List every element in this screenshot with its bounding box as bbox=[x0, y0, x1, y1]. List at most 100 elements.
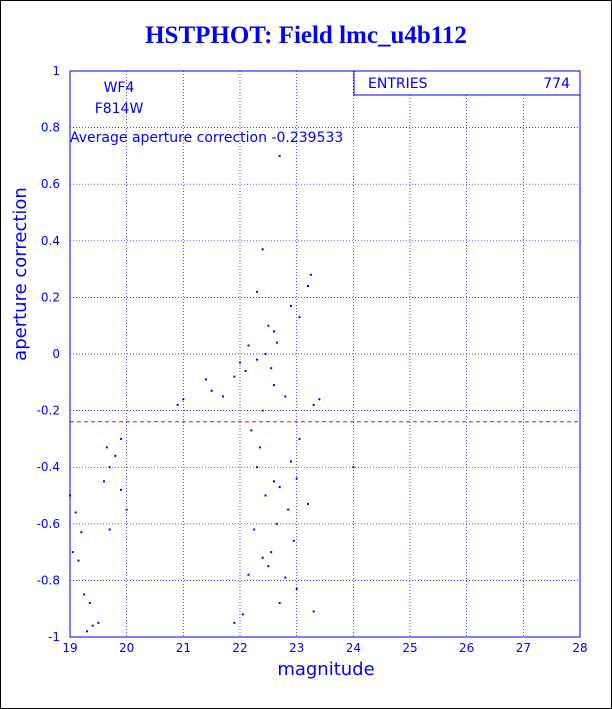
data-point bbox=[250, 429, 253, 432]
y-tick-label: 0.4 bbox=[41, 234, 60, 248]
x-tick-label: 19 bbox=[62, 641, 77, 655]
chip-label: WF4 bbox=[104, 80, 135, 96]
plot-area bbox=[69, 70, 581, 638]
data-point bbox=[267, 565, 270, 568]
data-point bbox=[261, 556, 264, 559]
data-point bbox=[275, 522, 278, 525]
data-point bbox=[69, 494, 71, 497]
data-point bbox=[105, 446, 108, 449]
data-point bbox=[273, 384, 275, 387]
data-point bbox=[298, 437, 301, 440]
data-point bbox=[222, 395, 224, 398]
data-point bbox=[278, 486, 281, 489]
data-point bbox=[264, 494, 267, 497]
data-point bbox=[309, 273, 312, 276]
data-point bbox=[264, 353, 267, 355]
data-point bbox=[253, 528, 256, 531]
data-point bbox=[318, 398, 321, 401]
data-point bbox=[108, 466, 111, 469]
data-point bbox=[295, 477, 298, 480]
data-point bbox=[74, 511, 77, 514]
average-annotation: Average aperture correction -0.239533 bbox=[70, 130, 343, 146]
data-point bbox=[256, 290, 258, 293]
data-point bbox=[278, 154, 281, 157]
data-point bbox=[233, 375, 236, 378]
y-tick-label: 0.8 bbox=[41, 121, 60, 135]
data-point bbox=[290, 304, 292, 307]
data-point bbox=[270, 551, 273, 554]
data-point bbox=[239, 361, 241, 364]
y-tick-label: -0.2 bbox=[37, 404, 60, 418]
data-point bbox=[261, 409, 264, 412]
data-point bbox=[307, 502, 309, 505]
data-point bbox=[244, 369, 247, 372]
y-tick-label: 1 bbox=[52, 64, 60, 78]
entries-value: 774 bbox=[543, 76, 570, 92]
data-point bbox=[233, 621, 236, 624]
data-point bbox=[205, 378, 207, 381]
entries-label: ENTRIES bbox=[368, 76, 428, 92]
x-tick-label: 22 bbox=[232, 641, 247, 655]
data-point bbox=[247, 344, 250, 347]
data-point bbox=[125, 508, 128, 511]
y-tick-label: 0.2 bbox=[41, 290, 60, 304]
data-point bbox=[284, 395, 287, 398]
data-point bbox=[298, 316, 301, 319]
data-point bbox=[258, 446, 261, 449]
data-point bbox=[267, 324, 270, 327]
data-point bbox=[120, 437, 122, 440]
data-point bbox=[284, 576, 287, 579]
stats-box bbox=[353, 70, 581, 96]
data-point bbox=[278, 602, 281, 605]
x-tick-label: 27 bbox=[516, 641, 531, 655]
y-tick-label: 0.6 bbox=[41, 177, 60, 191]
data-point bbox=[256, 466, 258, 469]
x-axis-title: magnitude bbox=[277, 659, 374, 680]
data-point bbox=[292, 539, 295, 542]
data-point bbox=[295, 587, 298, 590]
data-point bbox=[71, 551, 74, 554]
x-tick-label: 25 bbox=[402, 641, 417, 655]
data-point bbox=[77, 559, 80, 562]
x-tick-label: 21 bbox=[176, 641, 191, 655]
data-point bbox=[83, 593, 86, 596]
y-tick-label: -1 bbox=[48, 630, 60, 644]
y-tick-label: -0.4 bbox=[37, 460, 60, 474]
data-point bbox=[312, 403, 315, 406]
x-tick-label: 28 bbox=[572, 641, 587, 655]
grid bbox=[69, 70, 581, 638]
data-point bbox=[86, 630, 88, 633]
data-point bbox=[88, 602, 91, 605]
data-point bbox=[307, 285, 309, 288]
x-tick-label: 24 bbox=[346, 641, 361, 655]
data-point bbox=[273, 330, 275, 333]
y-tick-label: -0.6 bbox=[37, 517, 60, 531]
filter-label: F814W bbox=[95, 101, 144, 117]
data-point bbox=[114, 454, 117, 457]
data-point bbox=[108, 528, 111, 531]
data-point bbox=[287, 508, 290, 511]
data-point bbox=[256, 358, 258, 361]
y-tick-label: 0 bbox=[52, 347, 60, 361]
data-point bbox=[290, 460, 292, 463]
data-point bbox=[273, 480, 275, 483]
data-point bbox=[120, 488, 122, 491]
data-point bbox=[275, 341, 278, 344]
data-point bbox=[103, 480, 105, 483]
data-point bbox=[270, 367, 273, 370]
data-point bbox=[182, 398, 185, 401]
y-tick-label: -0.8 bbox=[37, 573, 60, 587]
chart-title: HSTPHOT: Field lmc_u4b112 bbox=[145, 22, 467, 49]
y-axis-title: aperture correction bbox=[10, 187, 31, 361]
data-point bbox=[91, 624, 94, 627]
data-point bbox=[247, 573, 250, 576]
data-point bbox=[97, 621, 100, 624]
x-tick-label: 26 bbox=[459, 641, 474, 655]
data-point bbox=[210, 389, 213, 392]
data-point bbox=[352, 466, 355, 469]
data-point bbox=[176, 403, 179, 406]
x-tick-label: 23 bbox=[289, 641, 304, 655]
data-point bbox=[80, 531, 83, 534]
data-points bbox=[69, 154, 355, 633]
